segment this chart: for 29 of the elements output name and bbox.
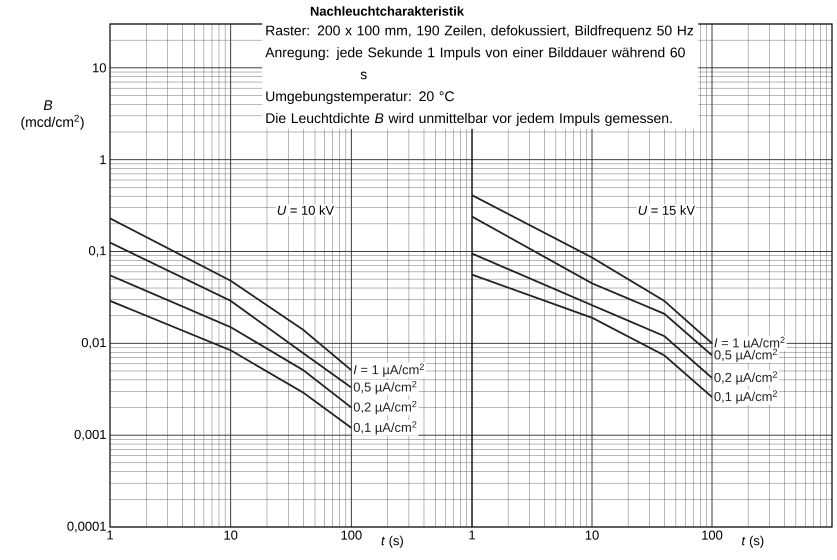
- x-axis-title: t (s): [742, 536, 764, 548]
- series-label: 0,5 µA/cm$^{2}$: [714, 348, 778, 362]
- series-label: 0,1 µA/cm$^{2}$: [354, 421, 416, 435]
- x-tick-label: 1: [107, 530, 113, 540]
- annotation: U = 10 kV: [278, 205, 334, 215]
- series-label: 0,1 µA/cm$^{2}$: [714, 390, 778, 404]
- y-tick-label: 0,1: [88, 246, 106, 257]
- y-tick-label: 10: [93, 63, 106, 72]
- x-tick-label: 1: [469, 530, 475, 540]
- x-axis-title: t (s): [382, 536, 403, 548]
- annotation: Anregung: jede Sekunde 1 Impuls von einer Bilddauer während 60 s: [265, 47, 685, 80]
- annotation: Umgebungstemperatur: 20 °C: [266, 90, 454, 104]
- x-tick-label: 100: [342, 530, 362, 540]
- series-label: 0,2 µA/cm$^{2}$: [354, 400, 416, 414]
- chart-title: Nachleuchtcharakteristik: [310, 6, 464, 16]
- x-tick-label: 10: [224, 530, 238, 540]
- x-tick-label: 100: [702, 530, 722, 540]
- series-label: 0,2 µA/cm$^{2}$: [714, 371, 778, 385]
- series-label: I = 1 µA/cm$^{2}$: [354, 364, 424, 377]
- x-tick-label: 10: [586, 530, 599, 540]
- annotation: Die Leuchtdichte B wird unmittelbar vor jedem Impuls gemessen.: [266, 112, 672, 126]
- y-tick-label: 0,001: [74, 430, 106, 441]
- y-tick-label: 0,01: [82, 338, 106, 349]
- annotation: U = 15 kV: [638, 205, 695, 215]
- annotation: Raster: 200 x 100 mm, 190 Zeilen, defokussiert, Bildfrequenz 50 Hz: [266, 25, 694, 38]
- y-axis-title: B (mcd/cm$^{2}$): [21, 100, 84, 130]
- y-tick-label: 0,0001: [67, 522, 106, 532]
- series-label: 0,5 µA/cm$^{2}$: [354, 380, 416, 394]
- y-tick-label: 1: [100, 155, 106, 164]
